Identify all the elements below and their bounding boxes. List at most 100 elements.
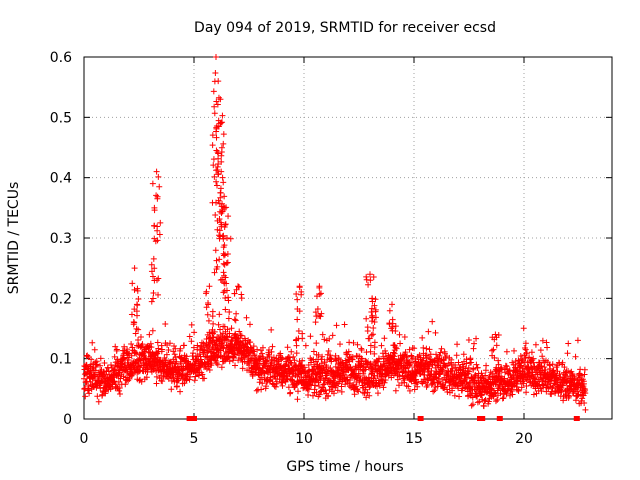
data-point [133, 325, 140, 332]
data-point [266, 352, 273, 359]
data-point [87, 378, 94, 385]
data-point [154, 339, 161, 346]
data-point [423, 345, 430, 352]
spike-point [318, 310, 325, 317]
spike-peak-point [219, 174, 226, 181]
data-point [353, 383, 360, 390]
data-point [253, 387, 260, 394]
spike-peak-point [131, 265, 138, 272]
data-point [581, 366, 588, 373]
data-point [128, 352, 135, 359]
spike-point [224, 259, 231, 266]
spike-point [203, 304, 210, 311]
spike-point [363, 315, 370, 322]
data-point [449, 387, 456, 394]
spike-peak-point [389, 301, 395, 308]
data-point [538, 388, 545, 395]
spike-point [493, 334, 500, 341]
spike-point [299, 330, 306, 337]
data-point [232, 362, 239, 369]
spike-point [313, 340, 320, 347]
data-point [536, 359, 543, 366]
data-point [380, 384, 387, 391]
spike-point [216, 227, 223, 234]
data-point [83, 362, 90, 369]
data-point [263, 358, 270, 365]
data-point [149, 327, 156, 334]
spike-point [216, 200, 223, 207]
data-point [474, 364, 481, 371]
data-point [420, 344, 427, 351]
spike-point [219, 112, 226, 119]
data-point [541, 369, 548, 376]
data-point [478, 392, 485, 399]
spike-point [227, 235, 234, 242]
data-point [361, 390, 368, 397]
data-point [543, 339, 550, 346]
data-point [416, 352, 423, 359]
spike-point [154, 223, 161, 230]
data-point [375, 358, 382, 365]
data-point [316, 383, 323, 390]
data-point [438, 345, 445, 352]
spike-point [215, 155, 222, 162]
y-tick-label: 0.1 [50, 352, 72, 368]
data-point [421, 371, 428, 378]
data-point [159, 378, 166, 385]
spike-point [390, 349, 397, 356]
data-point [503, 348, 510, 355]
spike-peak-point [369, 295, 376, 302]
data-point [365, 374, 372, 381]
spike-point [372, 314, 379, 321]
data-point [502, 369, 509, 376]
spike-point [211, 103, 218, 110]
spike-point [392, 328, 399, 335]
data-point [517, 363, 524, 370]
data-point [382, 347, 389, 354]
data-point [401, 376, 408, 383]
spike-point [153, 192, 160, 199]
spike-point [370, 324, 377, 331]
data-point [295, 388, 302, 395]
data-point [367, 383, 374, 390]
data-point [479, 373, 486, 380]
data-point [428, 367, 435, 374]
spike-point [130, 319, 137, 326]
data-point [198, 356, 205, 363]
data-point [97, 362, 104, 369]
data-point [116, 391, 123, 398]
spike-point [214, 182, 221, 189]
data-point [228, 325, 235, 332]
spike-point [151, 265, 158, 272]
spike-point [224, 251, 231, 258]
spike-point [134, 312, 141, 319]
spike-point [148, 298, 155, 305]
data-point [549, 361, 556, 368]
data-point [572, 353, 579, 360]
spike-peak-point [316, 283, 323, 290]
data-point [427, 356, 434, 363]
spike-point [368, 332, 375, 339]
data-point [523, 350, 530, 357]
data-point [83, 370, 90, 377]
data-point [474, 399, 481, 406]
data-point [520, 325, 527, 332]
data-point [482, 396, 489, 403]
data-point [329, 332, 336, 339]
data-point [514, 376, 521, 383]
data-point [250, 348, 257, 355]
data-point [333, 322, 340, 329]
spike-point [369, 312, 376, 319]
y-tick-label: 0 [63, 412, 72, 428]
data-point [138, 378, 145, 385]
data-point [84, 352, 91, 359]
data-point [559, 359, 566, 366]
data-point [272, 383, 279, 390]
spike-point [221, 193, 228, 200]
data-point [530, 359, 537, 366]
data-point [305, 386, 312, 393]
data-point [350, 339, 357, 346]
data-point [405, 383, 412, 390]
data-point [102, 390, 109, 397]
spike-point [209, 308, 216, 315]
